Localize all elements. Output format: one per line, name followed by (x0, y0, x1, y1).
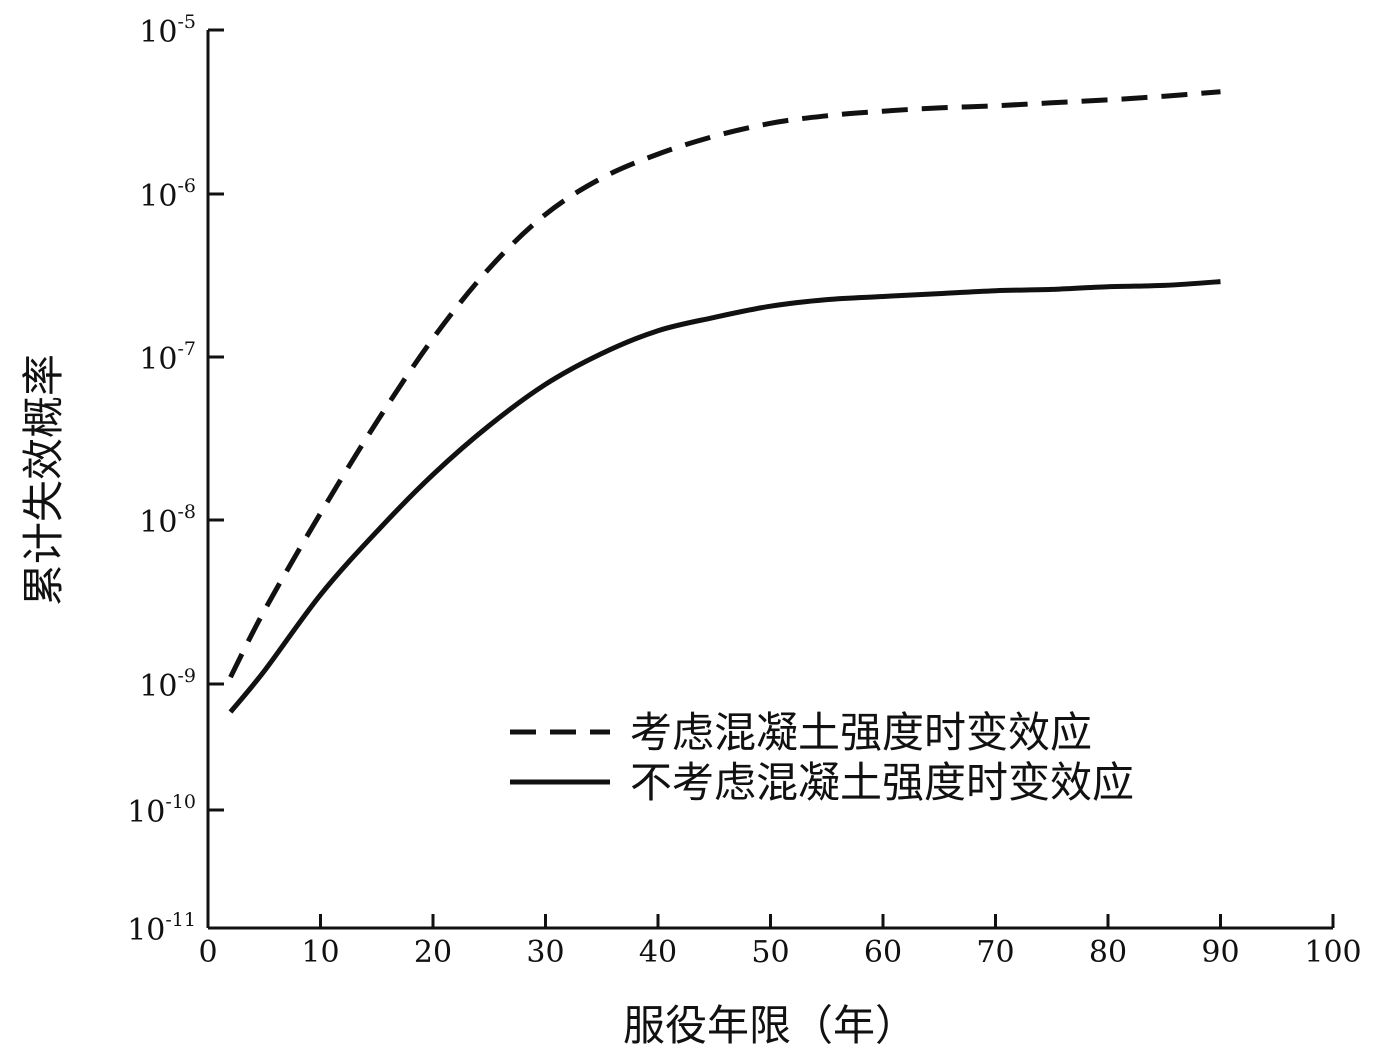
y-axis-title: 累计失效概率 (19, 354, 68, 606)
series-layer (228, 89, 1221, 714)
y-tick-exponent: -7 (177, 338, 196, 360)
y-tick-exponent: -10 (165, 791, 196, 813)
y-tick-label: 10-10 (127, 791, 196, 830)
y-tick-base: 10 (127, 913, 165, 948)
x-tick-label: 10 (301, 935, 339, 970)
y-tick-label: 10-11 (127, 909, 196, 948)
x-tick-label: 90 (1201, 935, 1239, 970)
legend-label-dashed: 考虑混凝土强度时变效应 (630, 708, 1092, 757)
y-tick-exponent: -5 (177, 11, 196, 33)
x-tick-label: 70 (976, 935, 1014, 970)
y-tick-exponent: -9 (177, 665, 196, 687)
x-tick-label: 20 (414, 935, 452, 970)
y-tick-exponent: -8 (177, 501, 196, 523)
x-tick-label: 60 (864, 935, 902, 970)
legend-label-solid: 不考虑混凝土强度时变效应 (630, 758, 1134, 807)
y-tick-base: 10 (139, 179, 177, 214)
x-axis-title: 服役年限（年） (623, 1001, 917, 1050)
y-tick-exponent: -11 (165, 909, 196, 931)
legend: 考虑混凝土强度时变效应 不考虑混凝土强度时变效应 (510, 708, 1134, 807)
series-line-dashed (228, 89, 1221, 679)
y-tick-base: 10 (139, 342, 177, 377)
x-tick-label: 50 (751, 935, 789, 970)
y-tick-base: 10 (127, 795, 165, 830)
x-tick-label: 80 (1089, 935, 1127, 970)
y-tick-exponent: -6 (177, 175, 196, 197)
y-tick-base: 10 (139, 505, 177, 540)
y-tick-label: 10-8 (139, 501, 196, 540)
y-tick-label: 10-6 (139, 175, 196, 214)
x-tick-label: 100 (1304, 935, 1361, 970)
y-tick-label: 10-9 (139, 665, 196, 704)
series-line-solid (228, 279, 1221, 714)
y-tick-base: 10 (139, 669, 177, 704)
y-tick-base: 10 (139, 15, 177, 50)
y-tick-label: 10-7 (139, 338, 196, 377)
x-tick-label: 30 (526, 935, 564, 970)
x-ticks: 0 10 20 30 40 50 60 70 80 90 100 (198, 914, 1362, 970)
x-tick-label: 40 (639, 935, 677, 970)
y-tick-label: 10-5 (139, 11, 196, 50)
x-tick-label: 0 (198, 935, 217, 970)
